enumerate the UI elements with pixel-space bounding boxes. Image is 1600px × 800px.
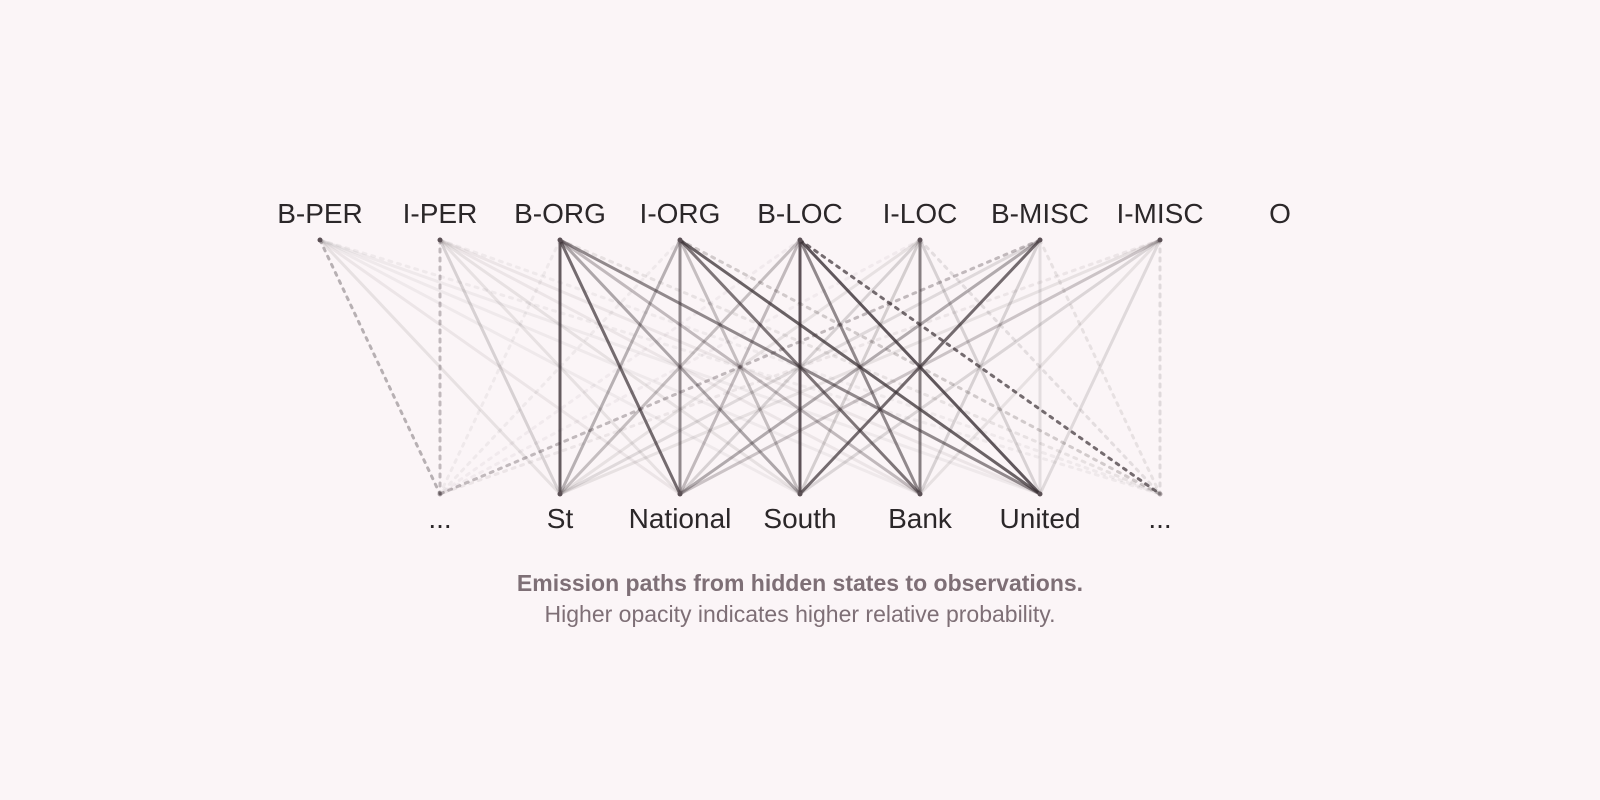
emission-edge-i-misc-to-ellipsis-left: [438, 238, 1162, 496]
emission-edge-b-per-to-ellipsis-right: [318, 238, 1162, 496]
emission-edge-i-loc-to-south: [798, 238, 922, 496]
state-node-b-misc: [1037, 237, 1043, 243]
state-node-b-loc: [797, 237, 803, 243]
state-label-b-misc: B-MISC: [991, 198, 1089, 229]
emission-edge-i-org-to-south: [678, 238, 802, 496]
emission-edge-b-org-to-national: [558, 238, 682, 496]
observation-node-national: [677, 491, 683, 497]
emission-edge-i-per-to-united: [438, 238, 1042, 496]
emission-edge-b-loc-to-ellipsis-left: [438, 238, 802, 496]
state-node-b-per: [317, 237, 323, 243]
emission-edge-b-org-to-bank: [558, 238, 922, 496]
state-node-b-org: [557, 237, 563, 243]
observation-node-south: [797, 491, 803, 497]
emission-edge-i-misc-to-united: [1038, 238, 1162, 496]
figure-caption: Emission paths from hidden states to obs…: [0, 568, 1600, 630]
observation-label-ellipsis-left: ...: [428, 503, 451, 534]
state-label-i-misc: I-MISC: [1116, 198, 1203, 229]
emission-edge-i-per-to-st: [438, 238, 562, 496]
emission-edge-i-misc-to-national: [678, 238, 1162, 496]
emission-edge-b-misc-to-bank: [918, 238, 1042, 496]
observation-node-ellipsis-right: [1157, 491, 1163, 497]
diagram-labels: B-PER I-PER B-ORG I-ORG B-LOC I-LOC B-MISC I-MI…: [277, 198, 1291, 534]
emission-edge-i-misc-to-south: [798, 238, 1162, 496]
observation-label-ellipsis-right: ...: [1148, 503, 1171, 534]
observation-label-united: United: [1000, 503, 1081, 534]
emission-edge-b-loc-to-bank: [798, 238, 922, 496]
emission-edge-b-misc-to-ellipsis-right: [1038, 238, 1162, 496]
emission-edge-b-loc-to-national: [678, 238, 802, 496]
observation-label-national: National: [629, 503, 732, 534]
observation-node-st: [557, 491, 563, 497]
emission-edge-b-misc-to-national: [678, 238, 1042, 496]
emission-edge-i-loc-to-ellipsis-left: [438, 238, 922, 496]
emission-edge-b-per-to-st: [318, 238, 562, 496]
emission-edge-b-per-to-ellipsis-left: [318, 238, 442, 496]
emission-edge-i-loc-to-st: [558, 238, 922, 496]
state-node-i-org: [677, 237, 683, 243]
emission-edges: [318, 238, 1162, 496]
state-label-b-org: B-ORG: [514, 198, 606, 229]
state-label-b-per: B-PER: [277, 198, 363, 229]
diagram-nodes: [317, 237, 1163, 497]
emission-edge-b-misc-to-ellipsis-left: [438, 238, 1042, 496]
emission-edge-i-loc-to-united: [918, 238, 1042, 496]
caption-subtitle: Higher opacity indicates higher relative…: [544, 601, 1056, 627]
emission-edge-i-loc-to-national: [678, 238, 922, 496]
state-node-i-per: [437, 237, 443, 243]
state-node-i-loc: [917, 237, 923, 243]
emission-edge-b-misc-to-south: [798, 238, 1042, 496]
state-label-b-loc: B-LOC: [757, 198, 843, 229]
emission-edge-b-org-to-ellipsis-left: [438, 238, 562, 496]
observation-node-united: [1037, 491, 1043, 497]
observation-node-ellipsis-left: [437, 491, 443, 497]
state-label-i-per: I-PER: [403, 198, 478, 229]
state-label-i-org: I-ORG: [640, 198, 721, 229]
observation-label-bank: Bank: [888, 503, 953, 534]
observation-node-bank: [917, 491, 923, 497]
emission-edge-i-org-to-st: [558, 238, 682, 496]
emission-edge-i-loc-to-ellipsis-right: [918, 238, 1162, 496]
emission-edge-i-org-to-ellipsis-left: [438, 238, 682, 496]
state-label-i-loc: I-LOC: [883, 198, 958, 229]
caption-title: Emission paths from hidden states to obs…: [516, 570, 1084, 596]
state-node-i-misc: [1157, 237, 1163, 243]
observation-label-st: St: [547, 503, 574, 534]
observation-label-south: South: [763, 503, 836, 534]
emission-edge-i-misc-to-bank: [918, 238, 1162, 496]
emission-edge-b-misc-to-st: [558, 238, 1042, 496]
emission-edge-i-misc-to-st: [558, 238, 1162, 496]
emission-edge-b-loc-to-ellipsis-right: [798, 238, 1162, 496]
emission-edge-b-per-to-national: [318, 238, 682, 496]
emission-edge-b-loc-to-st: [558, 238, 802, 496]
state-label-o: O: [1269, 198, 1291, 229]
